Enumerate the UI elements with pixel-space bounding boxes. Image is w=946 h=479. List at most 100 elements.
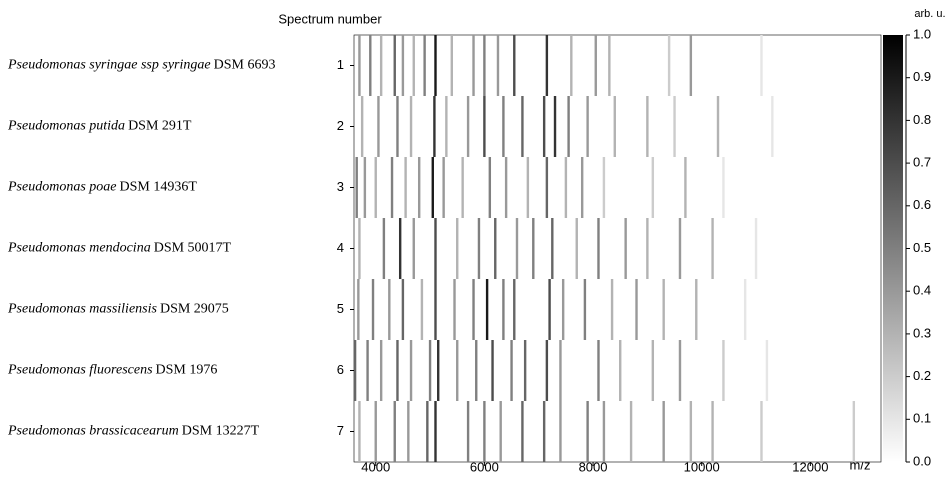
peak-band: [483, 401, 486, 462]
y-tick-label: 3: [337, 179, 344, 194]
peak-band: [404, 157, 407, 218]
peak-band: [722, 340, 725, 401]
colorbar-label: arb. u.: [914, 8, 945, 20]
peak-band: [379, 340, 383, 401]
peak-band: [760, 35, 763, 96]
peak-band: [646, 218, 649, 279]
peak-band: [450, 35, 453, 96]
strain-name: DSM 13227T: [182, 424, 260, 439]
peak-band: [684, 157, 687, 218]
peak-band: [393, 401, 396, 462]
peak-band: [488, 157, 492, 218]
peak-band: [353, 340, 357, 401]
peak-band: [396, 340, 399, 401]
colorbar-tick-label: 0.8: [913, 112, 931, 127]
peak-band: [433, 96, 436, 157]
peak-band: [559, 340, 562, 401]
peak-band: [499, 401, 502, 462]
peak-band: [594, 35, 597, 96]
peak-band: [608, 35, 611, 96]
peak-band: [504, 157, 508, 218]
peak-band: [602, 401, 606, 462]
peak-band: [366, 340, 369, 401]
peak-band: [567, 96, 570, 157]
species-label: Pseudomonas putida DSM 291T: [7, 119, 192, 134]
peak-band: [711, 218, 714, 279]
peak-band: [602, 157, 606, 218]
peak-band: [483, 35, 486, 96]
peak-band: [434, 218, 437, 279]
peak-band: [461, 157, 464, 218]
colorbar-tick-label: 1.0: [913, 26, 931, 41]
peak-band: [369, 35, 372, 96]
peak-band: [393, 35, 396, 96]
colorbar-tick-label: 0.0: [913, 453, 931, 468]
peak-band: [358, 401, 361, 462]
peak-band: [491, 340, 494, 401]
strain-name: DSM 50017T: [154, 241, 232, 256]
peak-band: [716, 96, 720, 157]
peak-band: [374, 157, 377, 218]
species-label: Pseudomonas syringae ssp syringae DSM 669…: [7, 58, 275, 73]
x-tick-label: 10000: [684, 459, 720, 474]
peak-band: [548, 279, 551, 340]
x-tick-label: 4000: [361, 459, 390, 474]
peak-band: [477, 218, 481, 279]
species-name: Pseudomonas brassicacearum: [7, 424, 179, 439]
peak-band: [580, 157, 584, 218]
peak-band: [651, 157, 655, 218]
peak-band: [553, 96, 557, 157]
colorbar-tick-label: 0.4: [913, 283, 931, 298]
species-label: Pseudomonas massiliensis DSM 29075: [7, 302, 229, 317]
peak-band: [597, 218, 600, 279]
peak-band: [624, 218, 627, 279]
colorbar-tick-label: 0.1: [913, 411, 931, 426]
peak-band: [434, 401, 437, 462]
peak-band: [445, 96, 448, 157]
peak-band: [472, 279, 475, 340]
species-label: Pseudomonas brassicacearum DSM 13227T: [7, 424, 260, 439]
peak-band: [662, 279, 665, 340]
peak-band: [613, 96, 616, 157]
peak-band: [551, 218, 554, 279]
peak-band: [586, 96, 589, 157]
peak-band: [586, 401, 589, 462]
peak-band: [382, 218, 386, 279]
peak-band: [559, 401, 562, 462]
peak-band: [689, 401, 693, 462]
y-tick-label: 4: [337, 240, 344, 255]
peak-band: [456, 218, 459, 279]
strain-name: DSM 1976: [156, 363, 218, 378]
peak-band: [722, 157, 725, 218]
peak-band: [561, 279, 565, 340]
colorbar-tick-label: 0.3: [913, 325, 931, 340]
peak-band: [494, 218, 497, 279]
species-name: Pseudomonas massiliensis: [7, 302, 158, 317]
peak-band: [583, 279, 587, 340]
peak-band: [545, 35, 549, 96]
peak-band: [437, 340, 440, 401]
peak-band: [564, 157, 568, 218]
peak-band: [483, 96, 486, 157]
y-tick-label: 7: [337, 423, 344, 438]
peak-band: [379, 35, 383, 96]
peak-band: [355, 157, 358, 218]
peak-band: [420, 279, 424, 340]
peak-band: [409, 96, 413, 157]
peak-band: [635, 279, 638, 340]
peak-band: [423, 35, 426, 96]
peak-band: [542, 96, 546, 157]
peak-band: [532, 218, 535, 279]
peak-band: [597, 340, 600, 401]
peak-band: [619, 340, 622, 401]
peak-band: [396, 96, 399, 157]
peak-band: [409, 340, 413, 401]
peak-band: [711, 401, 714, 462]
peak-band: [472, 35, 475, 96]
peak-band: [765, 340, 769, 401]
peak-band: [390, 157, 394, 218]
peak-band: [371, 279, 375, 340]
peak-band: [475, 340, 478, 401]
peak-band: [771, 96, 774, 157]
species-name: Pseudomonas putida: [7, 119, 125, 134]
